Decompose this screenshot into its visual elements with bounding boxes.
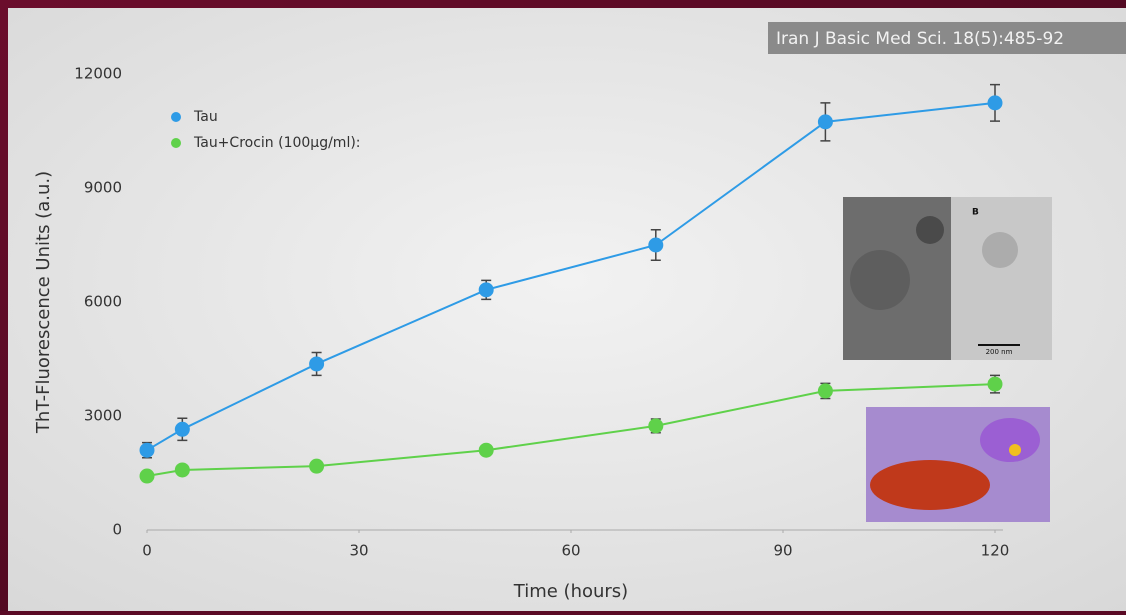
- y-axis-label: ThT-Fluorescence Units (a.u.): [33, 171, 54, 434]
- marker: [175, 462, 190, 477]
- y-tick-label: 12000: [74, 65, 122, 83]
- y-tick-label: 0: [112, 521, 122, 539]
- legend-label: Tau+Crocin (100µg/ml):: [193, 135, 361, 151]
- y-tick-label: 9000: [84, 179, 122, 197]
- scale-label: 200 nm: [986, 348, 1013, 356]
- marker: [175, 422, 190, 437]
- legend-marker: [171, 112, 181, 122]
- x-tick-label: 60: [561, 542, 580, 560]
- marker: [309, 356, 324, 371]
- marker: [818, 383, 833, 398]
- inset-label: B: [972, 208, 979, 218]
- marker: [818, 114, 833, 129]
- marker: [479, 282, 494, 297]
- x-tick-label: 0: [142, 542, 152, 560]
- marker: [648, 238, 663, 253]
- legend-label: Tau: [193, 109, 218, 125]
- chart: Iran J Basic Med Sci. 18(5):485-92 B 200…: [0, 0, 1126, 611]
- marker: [988, 95, 1003, 110]
- marker: [140, 469, 155, 484]
- x-tick-label: 30: [349, 542, 368, 560]
- marker: [479, 443, 494, 458]
- saffron-photo: [866, 407, 1050, 522]
- x-tick-label: 120: [981, 542, 1010, 560]
- y-tick-label: 6000: [84, 293, 122, 311]
- micrograph: B 200 nm: [843, 197, 1052, 360]
- x-axis-label: Time (hours): [513, 581, 628, 602]
- marker: [988, 377, 1003, 392]
- marker: [140, 443, 155, 458]
- marker: [648, 418, 663, 433]
- legend-marker: [171, 138, 181, 148]
- page: Iran J Basic Med Sci. 18(5):485-92 B 200…: [0, 0, 1126, 611]
- marker: [309, 459, 324, 474]
- x-tick-label: 90: [773, 542, 792, 560]
- y-tick-label: 3000: [84, 407, 122, 425]
- source: Iran J Basic Med Sci. 18(5):485-92: [776, 29, 1064, 49]
